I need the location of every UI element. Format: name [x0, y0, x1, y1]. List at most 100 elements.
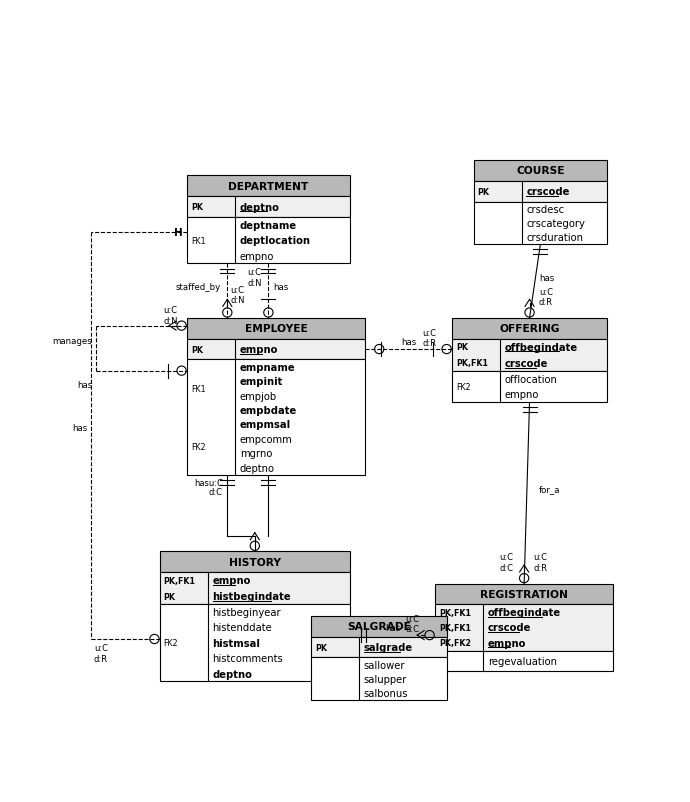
Text: OFFERING: OFFERING [500, 324, 560, 334]
Text: PK: PK [456, 342, 468, 352]
Text: HISTORY: HISTORY [229, 557, 281, 567]
Text: has: has [77, 380, 92, 390]
Text: empname: empname [239, 363, 295, 372]
Text: FK1: FK1 [191, 384, 206, 393]
Text: PK: PK [315, 642, 327, 652]
Bar [452, 339, 607, 371]
Text: PK: PK [191, 345, 203, 354]
Text: histenddate: histenddate [213, 622, 273, 633]
Text: PK,FK1: PK,FK1 [439, 623, 471, 632]
Bar [452, 318, 607, 339]
Text: histbeginyear: histbeginyear [213, 607, 282, 618]
Bar [452, 371, 607, 403]
Text: salgrade: salgrade [364, 642, 413, 652]
Bar [160, 552, 350, 573]
Text: u:C
d:R: u:C d:R [422, 328, 437, 348]
Text: has: has [539, 273, 554, 282]
Text: FK2: FK2 [164, 638, 179, 647]
Bar [474, 202, 607, 245]
Text: histcomments: histcomments [213, 654, 284, 663]
Bar [187, 360, 365, 476]
Bar [435, 584, 613, 605]
Text: u:C
d:R: u:C d:R [94, 643, 108, 662]
Text: PK: PK [191, 203, 203, 212]
Text: empmsal: empmsal [239, 420, 290, 430]
Text: for_a: for_a [539, 484, 560, 494]
Bar [187, 218, 350, 264]
Text: EMPLOYEE: EMPLOYEE [245, 324, 308, 334]
Text: empno: empno [213, 575, 251, 585]
Bar [435, 605, 613, 650]
Text: u:C
d:C: u:C d:C [500, 553, 513, 572]
Text: manages: manages [52, 337, 92, 346]
Text: u:C
d:N: u:C d:N [230, 286, 245, 305]
Text: PK,FK1: PK,FK1 [439, 608, 471, 617]
Text: mgrno: mgrno [239, 449, 272, 459]
Text: deptno: deptno [239, 464, 275, 473]
Text: PK,FK1: PK,FK1 [164, 576, 196, 585]
Text: u:C
d:N: u:C d:N [164, 306, 178, 325]
Text: empjob: empjob [239, 391, 277, 401]
Text: salbonus: salbonus [364, 688, 408, 698]
Text: u:C
d:N: u:C d:N [248, 268, 262, 287]
Text: H: H [174, 228, 182, 238]
Text: staffed_by: staffed_by [176, 283, 221, 292]
Text: crscode: crscode [505, 358, 548, 368]
Text: deptno: deptno [239, 202, 279, 213]
Text: FK2: FK2 [456, 383, 471, 391]
Text: crsduration: crsduration [526, 233, 584, 243]
Text: SALGRADE: SALGRADE [347, 622, 411, 631]
Text: has: has [273, 283, 288, 292]
Text: has: has [385, 623, 400, 632]
Bar [311, 658, 446, 700]
Text: offbegindate: offbegindate [488, 607, 561, 618]
Text: FK1: FK1 [191, 237, 206, 245]
Text: offbegindate: offbegindate [505, 342, 578, 352]
Text: d:C: d:C [208, 488, 223, 496]
Bar [187, 197, 350, 218]
Text: empcomm: empcomm [239, 435, 293, 444]
Text: PK,FK1: PK,FK1 [456, 359, 488, 368]
Text: empno: empno [239, 251, 274, 261]
Text: hasu:C: hasu:C [194, 479, 223, 488]
Text: empno: empno [488, 638, 526, 648]
Text: crscategory: crscategory [526, 218, 585, 229]
Text: crscode: crscode [488, 622, 531, 633]
Text: deptlocation: deptlocation [239, 236, 310, 246]
Text: regevaluation: regevaluation [488, 656, 557, 666]
Bar [187, 176, 350, 197]
Text: u:C
d:R: u:C d:R [539, 287, 553, 306]
Text: DEPARTMENT: DEPARTMENT [228, 181, 308, 192]
Text: sallower: sallower [364, 660, 405, 670]
Text: offlocation: offlocation [505, 375, 558, 384]
Text: PK,FK2: PK,FK2 [439, 638, 471, 647]
Bar [474, 181, 607, 202]
Text: histmsal: histmsal [213, 638, 260, 648]
Text: FK2: FK2 [191, 442, 206, 451]
Bar [435, 650, 613, 671]
Bar [160, 605, 350, 682]
Text: deptname: deptname [239, 221, 297, 230]
Text: PK: PK [164, 592, 176, 601]
Text: PK: PK [477, 188, 490, 196]
Text: has: has [72, 424, 88, 433]
Bar [187, 318, 365, 339]
Text: u:C
d:C: u:C d:C [406, 614, 420, 634]
Bar [311, 616, 446, 637]
Text: u:C
d:R: u:C d:R [533, 553, 547, 572]
Text: empno: empno [505, 390, 539, 399]
Text: COURSE: COURSE [516, 166, 564, 176]
Bar [187, 339, 365, 360]
Text: empno: empno [239, 345, 278, 354]
Bar [474, 161, 607, 181]
Text: REGISTRATION: REGISTRATION [480, 589, 568, 599]
Text: deptno: deptno [213, 669, 253, 678]
Text: histbegindate: histbegindate [213, 592, 291, 602]
Text: empinit: empinit [239, 377, 283, 387]
Text: empbdate: empbdate [239, 406, 297, 415]
Text: crsdesc: crsdesc [526, 205, 564, 214]
Text: crscode: crscode [526, 187, 570, 197]
Text: has: has [401, 338, 416, 346]
Bar [311, 637, 446, 658]
Bar [160, 573, 350, 605]
